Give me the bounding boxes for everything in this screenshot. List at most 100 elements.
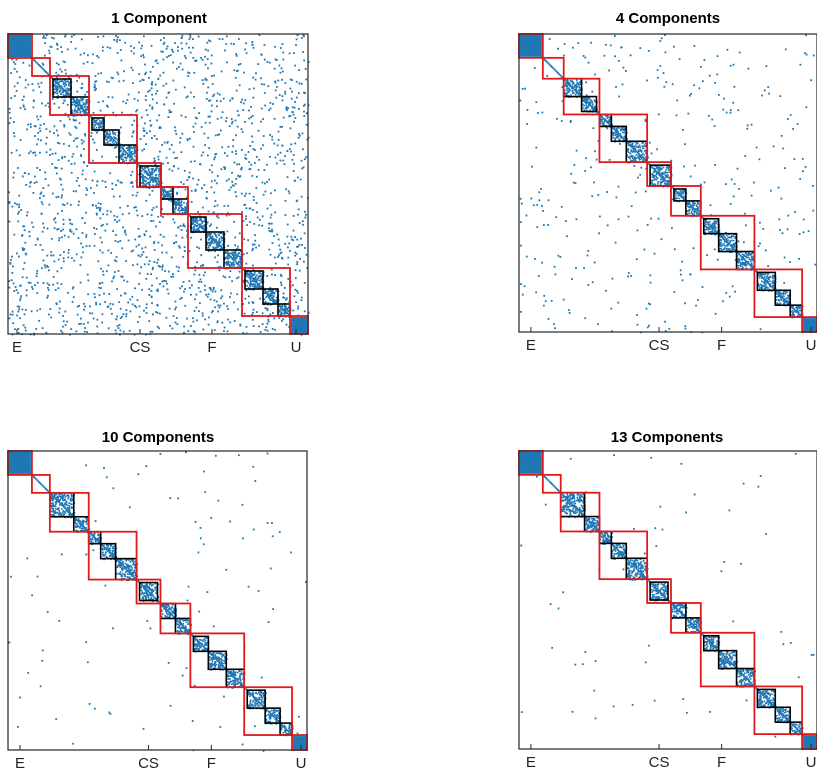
data-point: [69, 219, 71, 221]
data-point: [154, 159, 156, 162]
data-point: [86, 331, 88, 333]
data-point: [138, 283, 140, 285]
diagonal-point: [161, 187, 164, 190]
data-point: [246, 274, 249, 276]
data-point: [576, 83, 578, 86]
data-point: [295, 301, 297, 304]
data-point: [254, 149, 256, 151]
data-point: [657, 183, 659, 185]
data-point: [269, 216, 272, 219]
diagonal-point: [98, 124, 100, 126]
data-point: [267, 318, 270, 321]
data-point: [290, 238, 293, 241]
data-point: [75, 330, 78, 333]
data-point: [115, 318, 118, 321]
data-point: [54, 152, 57, 155]
data-point: [64, 112, 67, 115]
data-point: [651, 173, 654, 175]
data-point: [219, 100, 222, 103]
data-point: [237, 245, 239, 248]
data-point: [275, 296, 278, 299]
diagonal-point: [213, 239, 215, 241]
data-point: [131, 147, 133, 150]
data-point: [235, 150, 237, 153]
data-point: [11, 255, 13, 258]
data-point: [172, 315, 175, 317]
data-point: [260, 273, 263, 275]
data-point: [291, 158, 294, 161]
data-point: [731, 248, 733, 250]
data-point: [216, 175, 219, 177]
data-point: [697, 202, 700, 205]
data-point: [173, 102, 175, 105]
diagonal-point: [143, 169, 146, 172]
data-point: [157, 173, 160, 176]
data-point: [150, 82, 153, 85]
diagonal-point: [632, 147, 635, 150]
data-point: [707, 223, 709, 226]
data-point: [13, 171, 15, 174]
data-point: [204, 48, 207, 51]
data-point: [119, 143, 121, 145]
data-point: [44, 266, 47, 269]
data-point: [40, 212, 43, 215]
data-point: [65, 80, 68, 83]
data-point: [249, 221, 251, 223]
data-point: [249, 278, 252, 280]
data-point: [24, 309, 27, 311]
data-point: [210, 223, 212, 226]
data-point: [715, 227, 717, 229]
diagonal-point: [119, 145, 122, 148]
data-point: [32, 192, 35, 194]
data-point: [270, 230, 272, 233]
data-point: [234, 258, 237, 260]
data-point: [59, 68, 62, 71]
data-point: [109, 210, 112, 213]
data-point: [29, 181, 32, 184]
data-point: [208, 242, 211, 244]
diagonal-point: [233, 259, 236, 262]
data-point: [81, 173, 84, 176]
data-point: [119, 240, 122, 242]
data-point: [177, 167, 180, 170]
data-point: [64, 310, 67, 313]
data-point: [151, 179, 153, 182]
data-point: [187, 330, 190, 332]
data-point: [280, 284, 283, 286]
data-point: [114, 234, 117, 236]
diagonal-point: [131, 157, 134, 160]
data-point: [176, 203, 179, 206]
data-point: [103, 292, 105, 295]
data-point: [271, 290, 274, 292]
diagonal-point: [268, 294, 271, 297]
data-point: [134, 238, 137, 241]
data-point: [289, 148, 291, 150]
data-point: [221, 237, 223, 240]
data-point: [96, 332, 99, 335]
x-tick-label: E: [12, 339, 22, 356]
data-point: [566, 85, 568, 88]
data-point: [227, 318, 229, 321]
data-point: [296, 245, 298, 248]
data-point: [78, 102, 81, 105]
data-point: [633, 147, 636, 149]
data-point: [294, 251, 297, 254]
data-point: [55, 167, 58, 169]
data-point: [232, 261, 234, 264]
data-point: [58, 311, 61, 314]
data-point: [586, 96, 589, 99]
diagonal-point: [68, 94, 70, 96]
data-point: [41, 327, 44, 329]
diagonal-point: [195, 221, 197, 223]
data-point: [192, 125, 195, 128]
data-point: [637, 156, 639, 159]
data-point: [101, 223, 104, 226]
data-point: [244, 297, 247, 300]
data-point: [245, 215, 247, 218]
data-point: [156, 261, 158, 264]
data-point: [798, 307, 800, 309]
data-point: [187, 176, 190, 179]
diagonal-point: [303, 329, 305, 331]
diagonal-point: [44, 70, 46, 72]
data-point: [268, 248, 271, 251]
